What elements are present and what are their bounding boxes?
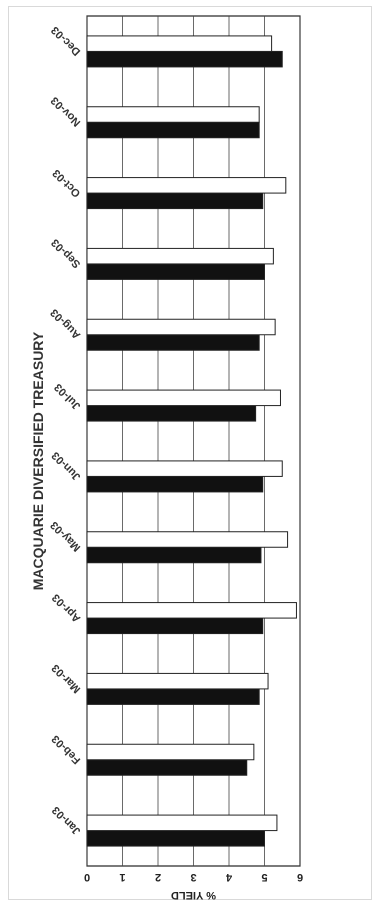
bar-jun-03-series-2 bbox=[86, 460, 283, 477]
category-label-nov-03: Nov-03 bbox=[49, 94, 83, 128]
bar-apr-03-series-2 bbox=[86, 602, 297, 619]
y-axis-label: % YIELD bbox=[171, 889, 216, 901]
bar-jul-03-series-2 bbox=[86, 389, 281, 407]
value-tick-label: 6 bbox=[297, 871, 303, 883]
bar-oct-03-series-2 bbox=[86, 177, 287, 194]
bar-nov-03-series-2 bbox=[86, 106, 260, 123]
chart-title: MACQUARIE DIVERSIFIED TREASURY bbox=[30, 331, 46, 590]
bar-jul-03-series-1 bbox=[86, 405, 257, 422]
bar-feb-03-series-2 bbox=[86, 743, 255, 761]
bar-dec-03-series-2 bbox=[86, 35, 273, 52]
category-label-jan-03: Jan-03 bbox=[50, 804, 83, 837]
bar-may-03-series-2 bbox=[86, 531, 289, 548]
category-label-dec-03: Dec-03 bbox=[49, 24, 83, 58]
category-label-oct-03: Oct-03 bbox=[50, 167, 83, 200]
value-tick-label: 2 bbox=[155, 871, 161, 883]
bar-jan-03-series-2 bbox=[86, 814, 278, 832]
bar-sep-03-series-1 bbox=[86, 263, 265, 280]
category-label-feb-03: Feb-03 bbox=[50, 733, 84, 767]
bar-mar-03-series-1 bbox=[86, 688, 260, 705]
category-label-sep-03: Sep-03 bbox=[49, 236, 83, 270]
bar-mar-03-series-2 bbox=[86, 672, 269, 690]
bar-sep-03-series-2 bbox=[86, 247, 274, 265]
category-label-jul-03: Jul-03 bbox=[52, 381, 83, 412]
category-label-jun-03: Jun-03 bbox=[50, 449, 84, 483]
category-label-mar-03: Mar-03 bbox=[50, 662, 84, 696]
bar-may-03-series-1 bbox=[86, 546, 262, 564]
value-tick-label: 4 bbox=[225, 871, 232, 883]
bar-aug-03-series-2 bbox=[86, 318, 276, 336]
bar-apr-03-series-1 bbox=[86, 617, 264, 635]
bar-aug-03-series-1 bbox=[86, 334, 260, 351]
value-tick-label: 5 bbox=[261, 871, 267, 883]
bar-oct-03-series-1 bbox=[86, 192, 264, 210]
bar-jan-03-series-1 bbox=[86, 830, 265, 847]
value-tick-label: 3 bbox=[190, 871, 196, 883]
value-tick-label: 0 bbox=[84, 871, 90, 883]
category-label-apr-03: Apr-03 bbox=[50, 591, 83, 624]
bar-feb-03-series-1 bbox=[86, 759, 248, 776]
bar-nov-03-series-1 bbox=[86, 121, 260, 139]
value-tick-label: 1 bbox=[119, 871, 125, 883]
category-label-aug-03: Aug-03 bbox=[48, 306, 83, 341]
bar-dec-03-series-1 bbox=[86, 50, 283, 68]
bar-jun-03-series-1 bbox=[86, 475, 264, 493]
category-label-may-03: May-03 bbox=[48, 519, 83, 554]
